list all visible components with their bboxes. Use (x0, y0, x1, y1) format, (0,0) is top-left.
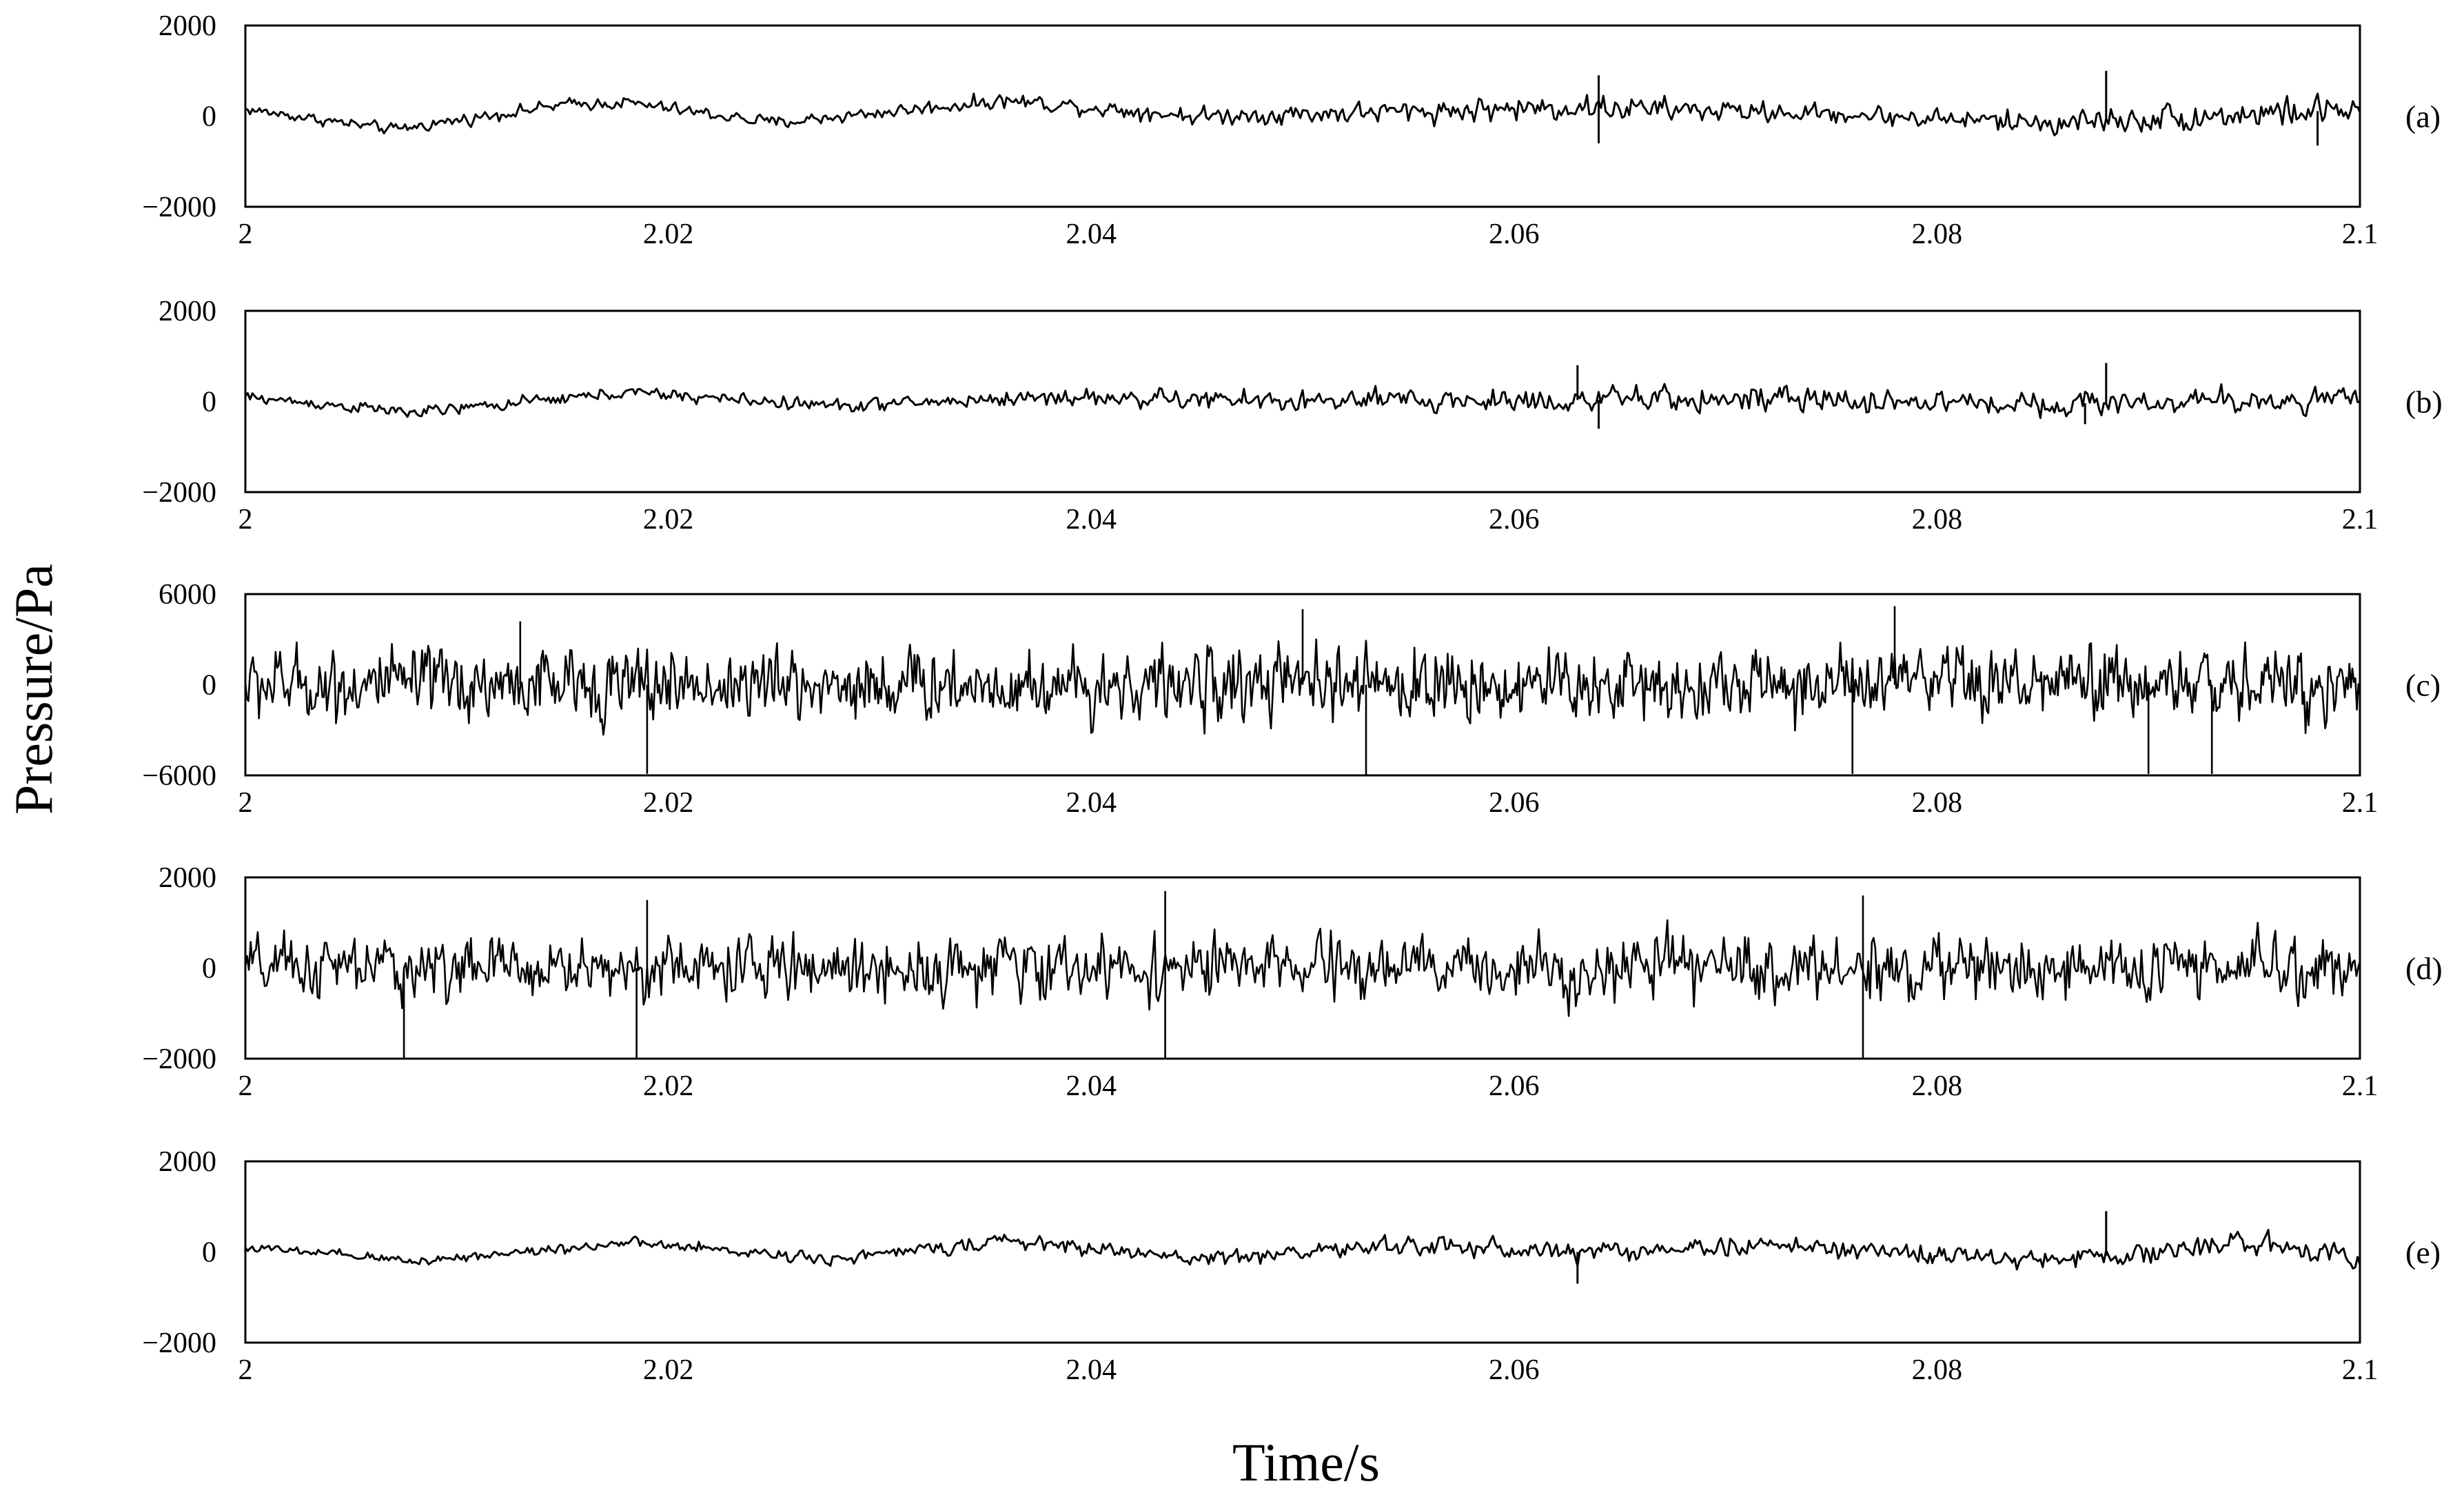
signal-line (244, 363, 2361, 429)
x-tick-label: 2.04 (1066, 787, 1117, 819)
x-tick-label: 2.04 (1066, 504, 1117, 536)
x-tick-label: 2 (238, 787, 253, 819)
y-tick-label: −2000 (142, 477, 216, 509)
x-tick-label: 2.1 (2342, 218, 2379, 250)
x-tick-label: 2.1 (2342, 504, 2379, 536)
panel-label: (d) (2405, 951, 2443, 986)
x-tick-label: 2.02 (643, 504, 694, 536)
signal-line (244, 1211, 2361, 1289)
x-tick-label: 2.06 (1489, 504, 1540, 536)
y-tick-label: 2000 (159, 10, 216, 42)
panel-d: 2000 0 −2000 2 2.02 2.04 2.06 2.08 2.1 (d) (142, 862, 2442, 1102)
x-tick-label: 2.04 (1066, 218, 1117, 250)
x-tick-label: 2.06 (1489, 1354, 1540, 1386)
x-tick-label: 2 (238, 504, 253, 536)
panel-b: 2000 0 −2000 2 2.02 2.04 2.06 2.08 2.1 (b) (142, 296, 2442, 536)
y-tick-label: −2000 (142, 1327, 216, 1359)
x-tick-label: 2.06 (1489, 787, 1540, 819)
signal-line (244, 890, 2361, 1059)
y-tick-label: 2000 (159, 296, 216, 327)
x-tick-label: 2.1 (2342, 1354, 2379, 1386)
y-tick-label: 0 (202, 670, 216, 702)
y-tick-label: 0 (202, 953, 216, 985)
y-tick-label: 0 (202, 1237, 216, 1269)
signal-line (245, 70, 2361, 146)
panel-label: (b) (2405, 385, 2443, 420)
panel-label: (a) (2405, 99, 2441, 134)
y-tick-label: −2000 (142, 1043, 216, 1075)
plot-frame (244, 1160, 2361, 1344)
panel-c: 6000 0 −6000 2 2.02 2.04 2.06 2.08 2.1 (c) (142, 579, 2441, 819)
x-tick-label: 2 (238, 1070, 253, 1102)
x-tick-label: 2.04 (1066, 1070, 1117, 1102)
y-tick-label: 2000 (159, 1146, 216, 1178)
x-axis-title: Time/s (1232, 1432, 1380, 1492)
x-tick-label: 2.02 (643, 218, 694, 250)
x-tick-label: 2.02 (643, 1354, 694, 1386)
panel-e: 2000 0 −2000 2 2.02 2.04 2.06 2.08 2.1 (e) (142, 1146, 2441, 1386)
x-tick-label: 2.08 (1912, 218, 1963, 250)
panel-label: (c) (2405, 668, 2441, 703)
y-tick-label: −2000 (142, 192, 216, 223)
x-tick-label: 2.02 (643, 1070, 694, 1102)
x-tick-label: 2.08 (1912, 1354, 1963, 1386)
panel-a: 2000 0 −2000 2 2.02 2.04 2.06 2.08 2.1 (a) (142, 10, 2441, 250)
x-tick-label: 2.08 (1912, 504, 1963, 536)
x-tick-label: 2.02 (643, 787, 694, 819)
x-tick-label: 2.06 (1489, 1070, 1540, 1102)
x-tick-label: 2.04 (1066, 1354, 1117, 1386)
y-tick-label: 0 (202, 387, 216, 418)
plot-frame (244, 309, 2361, 493)
x-tick-label: 2.08 (1912, 1070, 1963, 1102)
plot-frame (244, 876, 2361, 1060)
plot-frame (244, 593, 2361, 777)
y-tick-label: 0 (202, 101, 216, 133)
x-tick-label: 2.1 (2342, 1070, 2379, 1102)
y-tick-label: −6000 (142, 760, 216, 792)
panel-label: (e) (2405, 1235, 2441, 1270)
y-tick-label: 6000 (159, 579, 216, 611)
x-tick-label: 2.06 (1489, 218, 1540, 250)
x-tick-label: 2.1 (2342, 787, 2379, 819)
x-tick-label: 2 (238, 218, 253, 250)
x-tick-label: 2.08 (1912, 787, 1963, 819)
signal-line (244, 606, 2361, 775)
y-tick-label: 2000 (159, 862, 216, 894)
y-axis-title: Pressure/Pa (3, 564, 63, 815)
plot-frame (244, 24, 2361, 208)
x-tick-label: 2 (238, 1354, 253, 1386)
